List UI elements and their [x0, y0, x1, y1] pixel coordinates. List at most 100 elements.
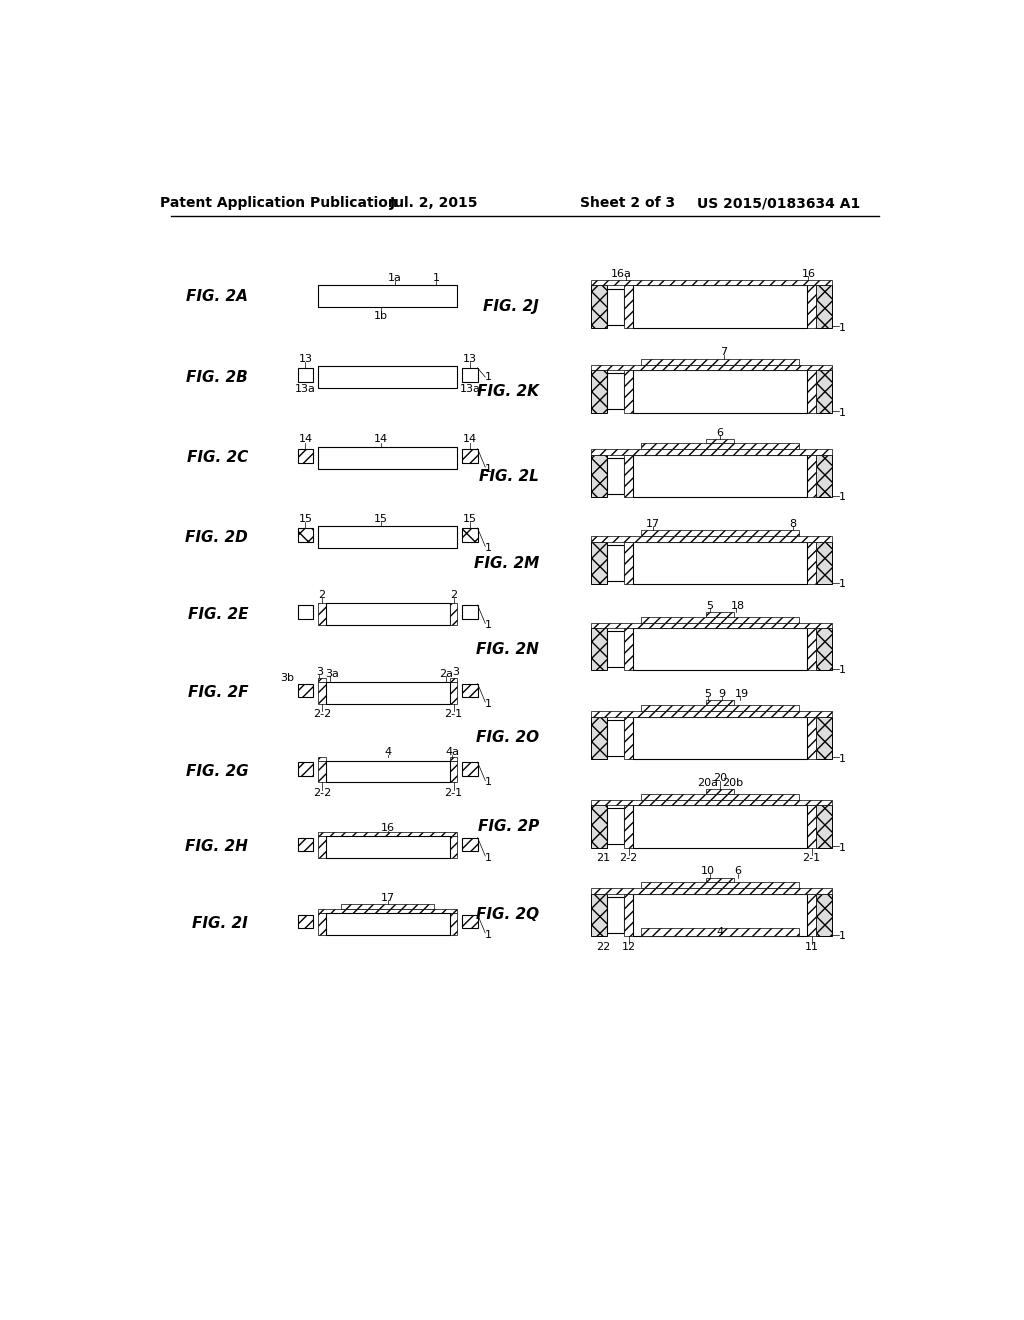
Bar [624, 628, 633, 671]
Text: 4: 4 [384, 747, 391, 758]
Text: FIG. 2E: FIG. 2E [187, 607, 248, 622]
Text: FIG. 2B: FIG. 2B [186, 370, 248, 384]
Bar [807, 543, 816, 585]
Bar [462, 368, 477, 381]
Text: 1: 1 [839, 323, 846, 333]
Text: 1: 1 [485, 463, 492, 474]
Bar [298, 368, 313, 381]
Text: 1: 1 [485, 853, 492, 862]
Text: 14: 14 [463, 434, 477, 445]
Bar [592, 536, 831, 541]
Bar [592, 888, 831, 894]
Bar [317, 832, 458, 836]
Text: 16: 16 [802, 269, 815, 279]
Text: 2-2: 2-2 [620, 853, 638, 863]
Bar [807, 285, 816, 327]
Text: 3b: 3b [281, 673, 295, 684]
Text: 14: 14 [298, 434, 312, 445]
Bar [641, 793, 799, 800]
Bar [592, 370, 607, 413]
Text: 20a: 20a [697, 777, 718, 788]
Text: 2-1: 2-1 [444, 788, 463, 797]
Bar [326, 603, 450, 626]
Text: 4: 4 [717, 927, 724, 937]
Text: 1: 1 [485, 929, 492, 940]
Text: 1: 1 [839, 408, 846, 417]
Text: 13: 13 [298, 354, 312, 363]
Text: 1a: 1a [388, 273, 401, 282]
Text: FIG. 2O: FIG. 2O [475, 730, 539, 746]
Text: 3a: 3a [325, 668, 339, 678]
Bar [807, 805, 816, 847]
Text: 1: 1 [839, 665, 846, 676]
Bar [607, 808, 624, 845]
Bar [641, 444, 799, 449]
Text: Jul. 2, 2015: Jul. 2, 2015 [390, 197, 478, 210]
Text: 9: 9 [718, 689, 725, 700]
Bar [592, 285, 607, 327]
Text: 2-2: 2-2 [312, 709, 331, 719]
Bar [298, 915, 313, 928]
Bar [592, 449, 831, 455]
Text: 13a: 13a [295, 384, 316, 395]
Text: 6: 6 [734, 866, 741, 876]
Bar [462, 605, 477, 619]
Bar [592, 711, 831, 717]
Bar [633, 285, 807, 327]
Bar [317, 527, 458, 548]
Text: 5: 5 [707, 601, 714, 611]
Bar [592, 623, 831, 628]
Bar [641, 359, 799, 364]
Bar [317, 678, 326, 682]
Bar [450, 678, 458, 682]
Bar [633, 894, 807, 936]
Text: 6: 6 [717, 428, 724, 437]
Bar [462, 837, 477, 851]
Bar [816, 717, 831, 759]
Bar [641, 531, 799, 536]
Text: FIG. 2P: FIG. 2P [477, 818, 539, 834]
Bar [807, 894, 816, 936]
Bar [607, 896, 624, 933]
Text: Sheet 2 of 3: Sheet 2 of 3 [580, 197, 675, 210]
Bar [450, 603, 458, 626]
Text: US 2015/0183634 A1: US 2015/0183634 A1 [697, 197, 860, 210]
Text: 8: 8 [790, 519, 797, 529]
Bar [816, 628, 831, 671]
Text: 2a: 2a [438, 668, 453, 678]
Text: 15: 15 [374, 513, 388, 524]
Bar [816, 894, 831, 936]
Text: 2-1: 2-1 [444, 709, 463, 719]
Bar [807, 717, 816, 759]
Bar [326, 913, 450, 935]
Bar [707, 438, 734, 444]
Text: 1: 1 [839, 842, 846, 853]
Text: 1: 1 [485, 372, 492, 381]
Text: FIG. 2A: FIG. 2A [186, 289, 248, 304]
Text: 19: 19 [735, 689, 749, 700]
Bar [462, 528, 477, 541]
Bar [607, 374, 624, 409]
Text: 17: 17 [381, 892, 394, 903]
Bar [592, 628, 607, 671]
Bar [298, 449, 313, 462]
Bar [607, 719, 624, 756]
Bar [633, 805, 807, 847]
Bar [624, 805, 633, 847]
Text: 16a: 16a [611, 269, 632, 279]
Bar [633, 628, 807, 671]
Text: 1: 1 [839, 931, 846, 941]
Bar [592, 455, 607, 498]
Text: FIG. 2M: FIG. 2M [473, 556, 539, 570]
Bar [298, 762, 313, 776]
Text: 17: 17 [645, 519, 659, 529]
Text: 21: 21 [596, 853, 610, 863]
Text: FIG. 2I: FIG. 2I [193, 916, 248, 932]
Text: 2: 2 [318, 590, 326, 601]
Text: 11: 11 [805, 942, 818, 952]
Text: FIG. 2H: FIG. 2H [185, 840, 248, 854]
Text: 4a: 4a [445, 747, 459, 758]
Text: FIG. 2K: FIG. 2K [477, 384, 539, 399]
Bar [624, 455, 633, 498]
Bar [462, 915, 477, 928]
